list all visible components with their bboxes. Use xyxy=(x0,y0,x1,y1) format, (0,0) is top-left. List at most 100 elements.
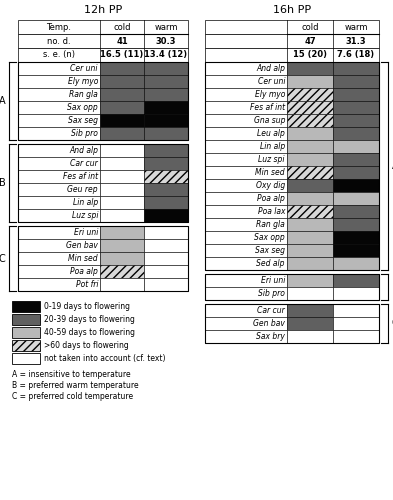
Bar xyxy=(100,196,144,209)
Bar xyxy=(144,157,188,170)
Bar xyxy=(205,304,287,317)
Bar xyxy=(144,62,188,75)
Bar xyxy=(144,209,188,222)
Text: 40-59 days to flowering: 40-59 days to flowering xyxy=(44,328,135,337)
Bar xyxy=(333,244,379,257)
Text: Pot fri: Pot fri xyxy=(75,280,98,289)
Bar xyxy=(205,274,287,287)
Bar xyxy=(18,183,100,196)
Text: B = preferred warm temperature: B = preferred warm temperature xyxy=(12,381,139,390)
Text: 41: 41 xyxy=(116,36,128,46)
Text: Min sed: Min sed xyxy=(68,254,98,263)
Text: 47: 47 xyxy=(304,36,316,46)
Text: Luz spi: Luz spi xyxy=(72,211,98,220)
Bar xyxy=(100,183,144,196)
Bar xyxy=(100,170,144,183)
Text: 16.5 (11): 16.5 (11) xyxy=(100,50,143,59)
Bar xyxy=(18,170,100,183)
Bar xyxy=(100,144,144,157)
Text: Fes af int: Fes af int xyxy=(63,172,98,181)
Bar xyxy=(333,101,379,114)
Text: Sax bry: Sax bry xyxy=(256,332,285,341)
Text: not taken into account (cf. text): not taken into account (cf. text) xyxy=(44,354,165,363)
Text: Sed alp: Sed alp xyxy=(257,259,285,268)
Text: Cer uni: Cer uni xyxy=(70,64,98,73)
Bar xyxy=(205,62,379,270)
Bar xyxy=(18,226,188,291)
Text: warm: warm xyxy=(344,22,368,32)
Bar xyxy=(100,265,144,278)
Bar xyxy=(205,192,287,205)
Bar xyxy=(12,314,40,325)
Bar xyxy=(205,287,287,300)
Bar xyxy=(287,317,333,330)
Bar xyxy=(18,157,100,170)
Bar xyxy=(18,75,100,88)
Bar xyxy=(205,88,287,101)
Bar xyxy=(287,153,333,166)
Bar xyxy=(205,62,287,75)
Text: Ely myo: Ely myo xyxy=(255,90,285,99)
Bar xyxy=(333,62,379,75)
Bar xyxy=(205,231,287,244)
Bar xyxy=(205,330,287,343)
Text: Ran gla: Ran gla xyxy=(256,220,285,229)
Text: A: A xyxy=(392,161,393,171)
Bar xyxy=(18,265,100,278)
Bar xyxy=(205,127,287,140)
Bar xyxy=(205,20,379,34)
Text: B: B xyxy=(0,178,6,188)
Bar xyxy=(205,244,287,257)
Bar xyxy=(12,353,40,364)
Bar xyxy=(287,231,333,244)
Bar xyxy=(287,257,333,270)
Text: Sax opp: Sax opp xyxy=(254,233,285,242)
Bar xyxy=(333,287,379,300)
Text: 31.3: 31.3 xyxy=(346,36,366,46)
Text: Lin alp: Lin alp xyxy=(73,198,98,207)
Bar xyxy=(333,127,379,140)
Bar xyxy=(205,48,379,62)
Bar xyxy=(333,114,379,127)
Text: 20-39 days to flowering: 20-39 days to flowering xyxy=(44,315,135,324)
Text: Eri uni: Eri uni xyxy=(261,276,285,285)
Bar xyxy=(205,166,287,179)
Text: Ely myo: Ely myo xyxy=(68,77,98,86)
Bar xyxy=(18,20,188,34)
Text: Fes af int: Fes af int xyxy=(250,103,285,112)
Bar xyxy=(18,278,100,291)
Bar xyxy=(100,101,144,114)
Text: 7.6 (18): 7.6 (18) xyxy=(338,50,375,59)
Bar xyxy=(18,48,188,62)
Bar xyxy=(205,257,287,270)
Bar xyxy=(144,170,188,183)
Text: Poa lax: Poa lax xyxy=(257,207,285,216)
Text: Cer uni: Cer uni xyxy=(257,77,285,86)
Bar xyxy=(144,101,188,114)
Bar xyxy=(205,75,287,88)
Bar xyxy=(287,127,333,140)
Bar xyxy=(18,127,100,140)
Bar xyxy=(18,34,188,48)
Text: Oxy dig: Oxy dig xyxy=(256,181,285,190)
Text: Ran gla: Ran gla xyxy=(69,90,98,99)
Text: Luz spi: Luz spi xyxy=(259,155,285,164)
Text: A = insensitive to temperature: A = insensitive to temperature xyxy=(12,370,130,379)
Bar xyxy=(333,257,379,270)
Bar xyxy=(333,153,379,166)
Bar xyxy=(18,88,100,101)
Bar xyxy=(287,244,333,257)
Bar xyxy=(144,183,188,196)
Bar xyxy=(287,75,333,88)
Bar xyxy=(100,88,144,101)
Bar xyxy=(205,140,287,153)
Bar xyxy=(333,88,379,101)
Bar xyxy=(205,304,379,343)
Bar xyxy=(144,144,188,157)
Bar xyxy=(287,166,333,179)
Text: 15 (20): 15 (20) xyxy=(293,50,327,59)
Text: no. d.: no. d. xyxy=(47,36,71,46)
Text: And alp: And alp xyxy=(69,146,98,155)
Bar xyxy=(18,144,100,157)
Bar xyxy=(18,114,100,127)
